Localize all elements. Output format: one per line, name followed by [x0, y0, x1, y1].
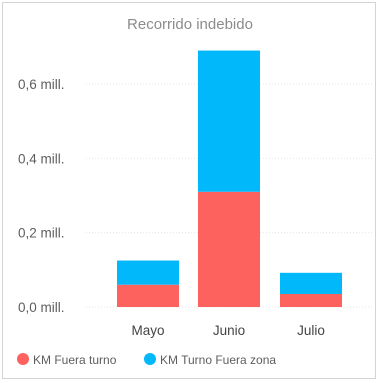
y-tick-label: 0,0 mill. — [18, 300, 65, 315]
bar-segment[interactable] — [280, 272, 342, 294]
bar-segment[interactable] — [280, 293, 342, 307]
y-tick-label: 0,2 mill. — [18, 226, 65, 241]
x-category-label: Mayo — [131, 323, 164, 338]
chart-frame — [2, 2, 376, 379]
legend-label[interactable]: KM Turno Fuera zona — [160, 353, 276, 367]
x-category-label: Julio — [297, 323, 325, 338]
bar-segment[interactable] — [117, 284, 179, 307]
bar-segment[interactable] — [117, 260, 179, 285]
legend-marker — [144, 353, 156, 365]
bar-segment[interactable] — [198, 191, 260, 307]
legend-marker — [17, 353, 29, 365]
x-category-label: Junio — [213, 323, 245, 338]
legend-label[interactable]: KM Fuera turno — [33, 353, 117, 367]
chart-title: Recorrido indebido — [127, 16, 253, 33]
y-tick-label: 0,4 mill. — [18, 151, 65, 166]
bar-segment[interactable] — [198, 50, 260, 192]
y-tick-label: 0,6 mill. — [18, 77, 65, 92]
